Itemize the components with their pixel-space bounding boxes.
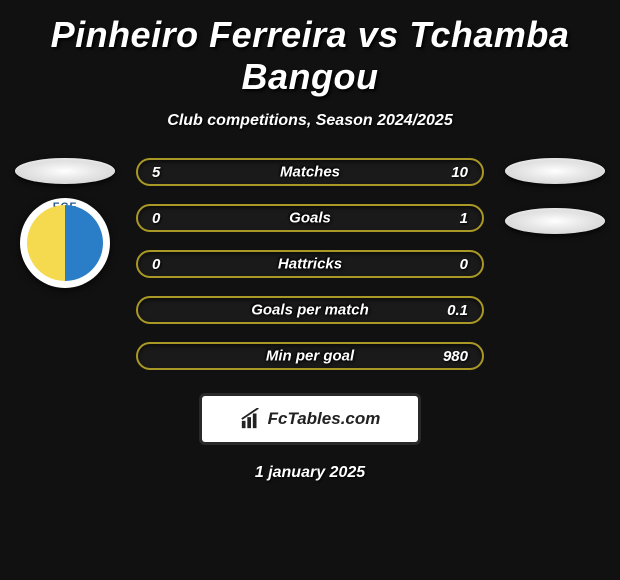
stat-bar: Min per goal 980 [136, 342, 484, 370]
player-left-club-badge: FCF [20, 198, 110, 288]
stat-right-value: 1 [460, 210, 468, 227]
stat-bar: 5 Matches 10 [136, 158, 484, 186]
stat-left-value: 0 [152, 256, 160, 273]
brand-text: FcTables.com [268, 409, 381, 429]
stat-label: Hattricks [278, 256, 342, 273]
stat-right-value: 0.1 [447, 302, 468, 319]
stat-left-value: 0 [152, 210, 160, 227]
brand-badge: FcTables.com [202, 396, 418, 442]
stat-bar: 0 Goals 1 [136, 204, 484, 232]
stat-label: Min per goal [266, 348, 354, 365]
stat-label: Matches [280, 164, 340, 181]
stat-label: Goals per match [251, 302, 369, 319]
stats-area: FCF 5Matches100Goals10Hattricks0Goals pe… [10, 158, 610, 370]
stat-bar: Goals per match 0.1 [136, 296, 484, 324]
stat-right-value: 0 [460, 256, 468, 273]
stat-bar: 0 Hattricks 0 [136, 250, 484, 278]
stats-bars: 5Matches100Goals10Hattricks0Goals per ma… [136, 158, 484, 370]
fcf-badge-icon: FCF [20, 198, 110, 288]
date-text: 1 january 2025 [10, 464, 610, 482]
stat-left-value: 5 [152, 164, 160, 181]
chart-icon [240, 408, 262, 430]
player-right-photo-1 [505, 158, 605, 184]
left-player-col: FCF [10, 158, 120, 370]
stat-right-value: 980 [443, 348, 468, 365]
page-title: Pinheiro Ferreira vs Tchamba Bangou [10, 14, 610, 98]
subtitle: Club competitions, Season 2024/2025 [10, 112, 610, 130]
right-player-col [500, 158, 610, 370]
player-left-photo-1 [15, 158, 115, 184]
player-right-photo-2 [505, 208, 605, 234]
stat-right-value: 10 [451, 164, 468, 181]
stat-label: Goals [289, 210, 331, 227]
